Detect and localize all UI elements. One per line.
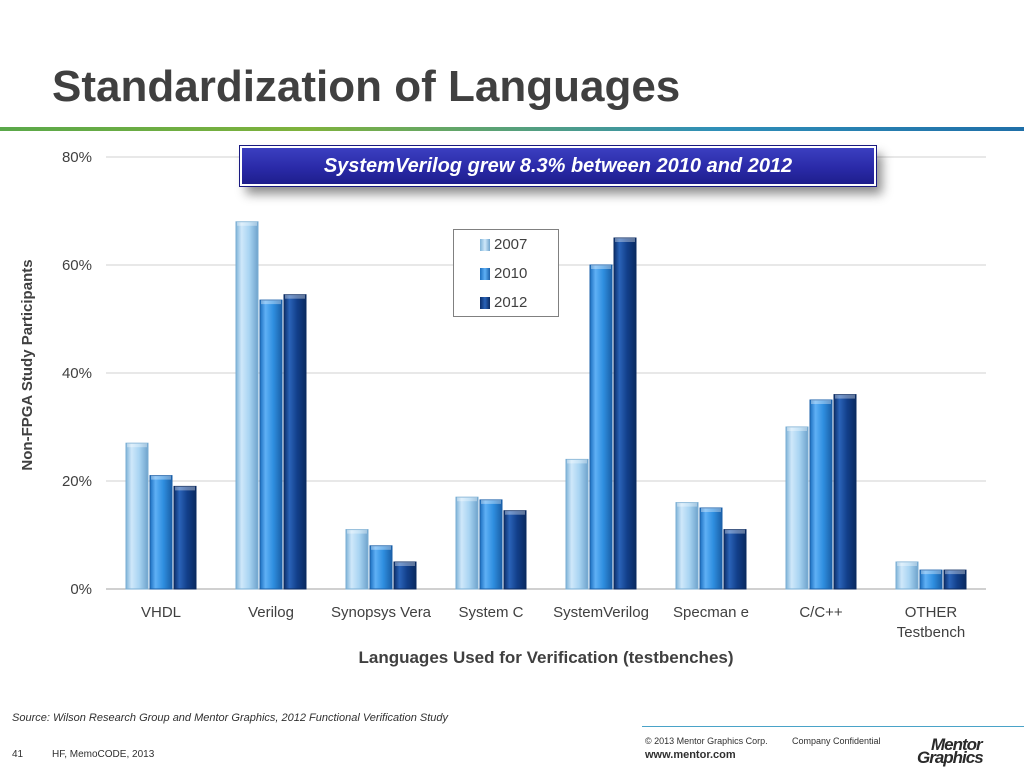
x-tick-label: C/C++ (799, 604, 843, 621)
bar-2007 (455, 496, 479, 590)
bar-2007 (125, 442, 149, 590)
bar-highlight (701, 508, 721, 512)
x-axis-ticks: VHDL Verilog Synopsys Vera System C SystemVe… (141, 604, 965, 641)
bar-2012 (943, 569, 967, 590)
legend-swatch (480, 238, 490, 251)
event-label: HF, MemoCODE, 2013 (52, 749, 155, 760)
x-tick-label: Synopsys Vera (331, 604, 432, 621)
bar-2010 (919, 569, 943, 590)
bar-highlight (505, 510, 525, 515)
bar-2010 (259, 299, 283, 590)
x-tick-label: Verilog (248, 604, 294, 621)
bar-highlight (371, 545, 391, 550)
bar-2010 (809, 399, 833, 590)
slide-number: 41 (12, 749, 24, 760)
bar-highlight (677, 502, 697, 507)
callout-banner: SystemVerilog grew 8.3% between 2010 and… (239, 145, 877, 187)
x-tick-label: SystemVerilog (553, 604, 649, 621)
logo-text-line1: Mentor (931, 735, 983, 754)
bar-highlight (787, 427, 807, 431)
bar-2012 (833, 394, 857, 590)
bar-2010 (369, 545, 393, 590)
bar-2007 (895, 561, 919, 590)
y-tick-label: 0% (70, 581, 92, 598)
slide-title: Standardization of Languages (52, 62, 681, 111)
bar-highlight (481, 499, 501, 504)
bar-highlight (921, 570, 941, 575)
mentor-graphics-logo: Mentor Graphics (917, 735, 997, 767)
chart-legend: 2007 2010 2012 (453, 229, 559, 317)
x-tick-label: Specman e (673, 604, 749, 621)
bar-2007 (565, 458, 589, 590)
bar-highlight (285, 294, 305, 299)
legend-item-2012: 2012 (480, 294, 527, 311)
legend-item-2007: 2007 (480, 236, 527, 253)
x-axis-label: Languages Used for Verification (testben… (358, 648, 733, 667)
bar-highlight (395, 562, 415, 566)
bar-2012 (723, 529, 747, 590)
bar-2007 (785, 426, 809, 590)
legend-swatch (480, 267, 490, 280)
website-link[interactable]: www.mentor.com (645, 749, 736, 761)
bar-2012 (283, 294, 307, 590)
bar-2012 (613, 237, 637, 590)
bar-highlight (127, 443, 147, 448)
bar-2012 (503, 510, 527, 590)
bar-2007 (235, 221, 259, 590)
x-tick-label: OTHER (905, 604, 958, 621)
bar-highlight (175, 486, 195, 491)
bar-2010 (589, 264, 613, 590)
logo-text-line2: Graphics (917, 748, 984, 767)
bars (125, 221, 967, 590)
y-tick-label: 60% (62, 257, 92, 274)
bar-highlight (567, 459, 587, 464)
footer-divider (642, 726, 1024, 727)
bar-2012 (173, 485, 197, 590)
legend-label: 2012 (494, 294, 528, 311)
bar-highlight (811, 400, 831, 404)
x-tick-label: Testbench (897, 624, 965, 641)
bar-2007 (345, 529, 369, 590)
legend-swatch (480, 296, 490, 309)
bar-highlight (615, 238, 635, 242)
title-divider (0, 127, 1024, 131)
legend-item-2010: 2010 (480, 265, 527, 282)
confidential-label: Company Confidential (792, 736, 881, 746)
y-tick-label: 40% (62, 365, 92, 382)
y-tick-label: 80% (62, 149, 92, 166)
source-note: Source: Wilson Research Group and Mentor… (12, 712, 449, 724)
y-axis-label: Non-FPGA Study Participants (19, 259, 36, 470)
x-tick-label: System C (458, 604, 523, 621)
bar-highlight (457, 497, 477, 502)
bar-chart: 0% 20% 40% 60% 80% VHDL Verilog Synopsys Vera S… (19, 149, 986, 667)
x-tick-label: VHDL (141, 604, 181, 621)
bar-highlight (835, 394, 855, 399)
bar-highlight (897, 562, 917, 566)
bar-2007 (675, 502, 699, 590)
bar-2012 (393, 561, 417, 590)
bar-highlight (237, 221, 257, 226)
copyright-text: © 2013 Mentor Graphics Corp. (645, 736, 768, 746)
y-axis-ticks: 0% 20% 40% 60% 80% (62, 149, 92, 598)
bar-highlight (945, 570, 965, 575)
legend-label: 2010 (494, 265, 528, 282)
bar-highlight (591, 265, 611, 269)
bar-2010 (479, 499, 503, 590)
bar-highlight (151, 475, 171, 480)
y-tick-label: 20% (62, 473, 92, 490)
bar-highlight (261, 300, 281, 305)
bar-2010 (699, 507, 723, 590)
bar-highlight (347, 529, 367, 534)
bar-2010 (149, 475, 173, 590)
bar-highlight (725, 529, 745, 534)
legend-label: 2007 (494, 236, 528, 253)
